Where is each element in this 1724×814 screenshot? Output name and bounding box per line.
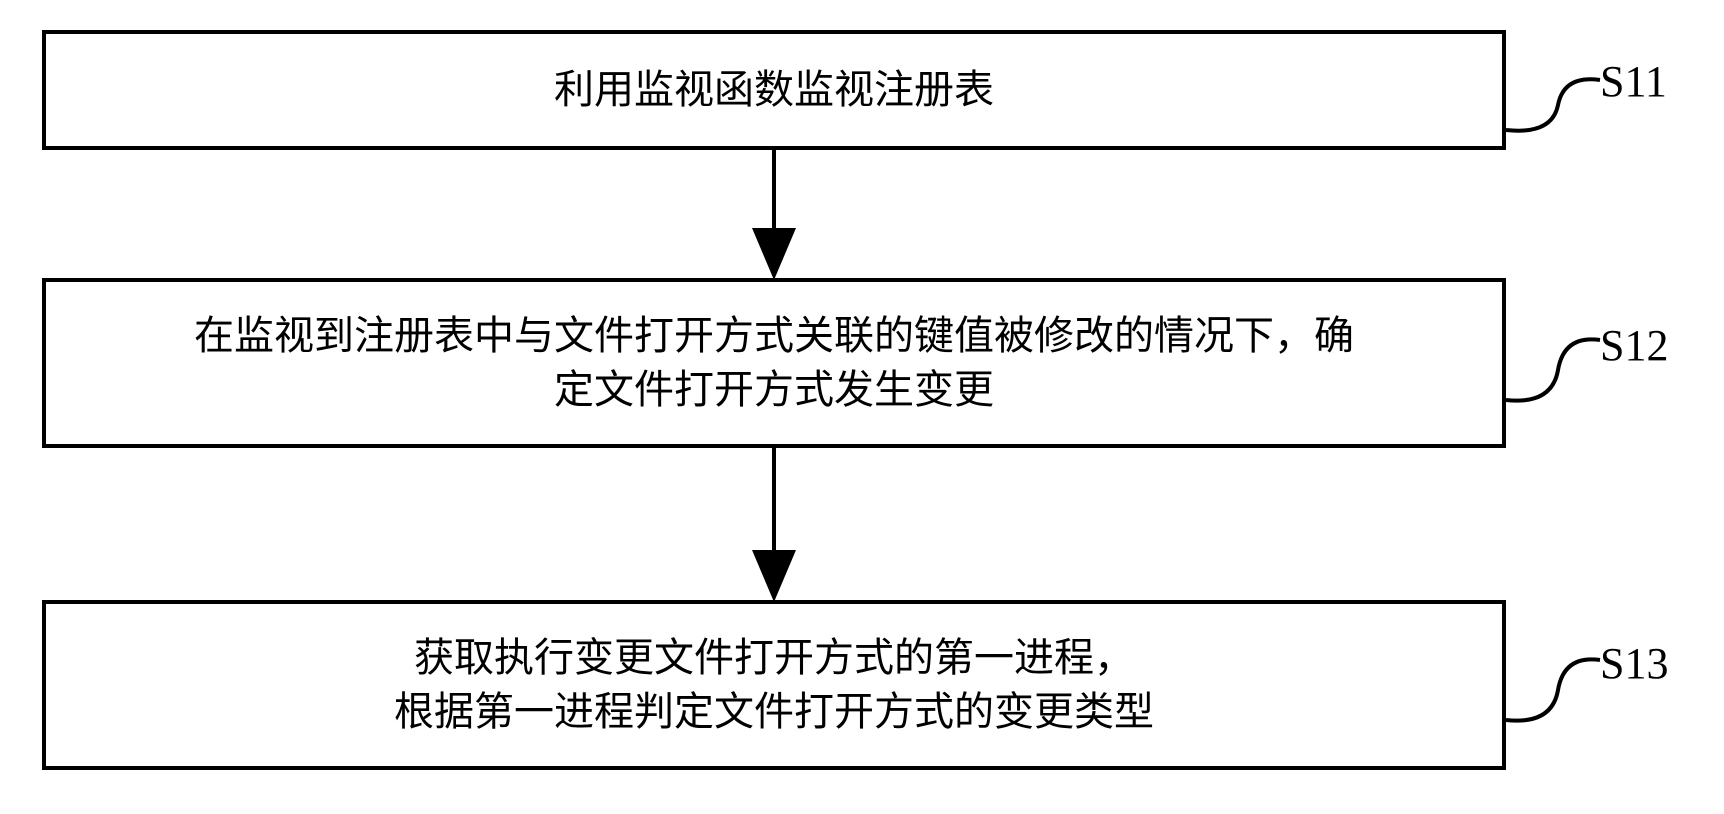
flow-step-s13-line1: 获取执行变更文件打开方式的第一进程，	[394, 631, 1154, 685]
flow-step-s12: 在监视到注册表中与文件打开方式关联的键值被修改的情况下，确 定文件打开方式发生变…	[42, 278, 1506, 448]
step-label-s11: S11	[1600, 56, 1667, 107]
flow-step-s13-line2: 根据第一进程判定文件打开方式的变更类型	[394, 685, 1154, 739]
connector-s12	[1506, 339, 1600, 400]
connector-s11	[1506, 79, 1600, 130]
flow-step-s13: 获取执行变更文件打开方式的第一进程， 根据第一进程判定文件打开方式的变更类型	[42, 600, 1506, 770]
flow-step-s11: 利用监视函数监视注册表	[42, 30, 1506, 150]
flow-step-s13-text: 获取执行变更文件打开方式的第一进程， 根据第一进程判定文件打开方式的变更类型	[394, 631, 1154, 739]
step-label-s12: S12	[1600, 320, 1668, 371]
flow-step-s11-line1: 利用监视函数监视注册表	[554, 63, 994, 117]
flow-step-s12-line1: 在监视到注册表中与文件打开方式关联的键值被修改的情况下，确	[194, 309, 1354, 363]
step-label-s13: S13	[1600, 638, 1668, 689]
flow-step-s11-text: 利用监视函数监视注册表	[554, 63, 994, 117]
flow-step-s12-line2: 定文件打开方式发生变更	[194, 363, 1354, 417]
connector-s13	[1506, 659, 1600, 720]
flow-step-s12-text: 在监视到注册表中与文件打开方式关联的键值被修改的情况下，确 定文件打开方式发生变…	[194, 309, 1354, 417]
